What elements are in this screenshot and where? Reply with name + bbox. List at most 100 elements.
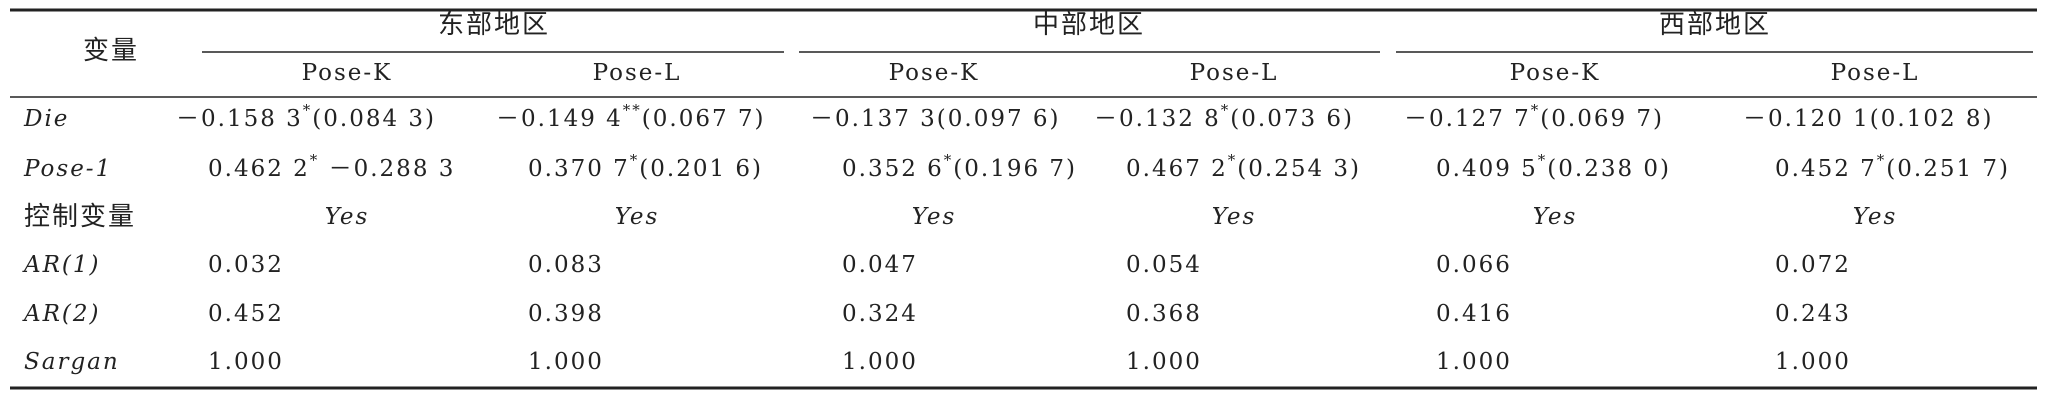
cell-text: －0.137 3(0.097 6) [810,106,1061,132]
significance-mark: * [944,151,954,169]
cell-text: 0.416 [1436,301,1512,327]
cell-text: 0.398 [528,301,604,327]
cell-text: －0.288 3 [319,156,455,182]
cell-text: (0.084 3) [312,106,436,132]
cell-value: 0.032 [208,252,284,278]
cell-value: 1.000 [208,349,284,375]
cell-text: 1.000 [1436,349,1512,375]
cell-text: 1.000 [208,349,284,375]
cell-value: 1.000 [842,349,918,375]
column-header: Pose-L [593,60,682,86]
cell-text: －0.158 3 [176,106,303,132]
cell-text: 0.452 [208,301,284,327]
cell-value: 0.462 2* －0.288 3 [208,151,455,182]
variable-header: 变量 [83,36,139,66]
cell-text: 1.000 [1126,349,1202,375]
cell-value: －0.120 1(0.102 8) [1743,106,1994,132]
cell-text: 0.083 [528,252,604,278]
cell-text: －0.127 7 [1404,106,1531,132]
cell-value: －0.149 4**(0.067 7) [496,101,766,132]
cell-value: 1.000 [1436,349,1512,375]
cell-text: (0.201 6) [639,156,763,182]
cell-text: (0.254 3) [1237,156,1361,182]
cell-text: Yes [1853,204,1898,230]
cell-value: －0.132 8*(0.073 6) [1094,101,1354,132]
cell-text: 1.000 [842,349,918,375]
significance-mark: * [303,101,313,119]
cell-value: 0.352 6*(0.196 7) [842,151,1077,182]
cell-value: 0.452 [208,301,284,327]
significance-mark: * [630,151,640,169]
cell-value: 0.047 [842,252,918,278]
cell-text: Yes [1533,204,1578,230]
significance-mark: * [1538,151,1548,169]
cell-text: 0.054 [1126,252,1202,278]
cell-text: 0.368 [1126,301,1202,327]
row-label: Pose-1 [23,156,112,182]
cell-text: Yes [912,204,957,230]
cell-value: 1.000 [1775,349,1851,375]
cell-value: 1.000 [528,349,604,375]
cell-value: 0.368 [1126,301,1202,327]
cell-text: 0.243 [1775,301,1851,327]
cell-value: 0.054 [1126,252,1202,278]
cell-text: 0.452 7 [1775,156,1877,182]
group-header: 东部地区 [438,10,550,40]
cell-text: 0.467 2 [1126,156,1228,182]
cell-text: 0.032 [208,252,284,278]
cell-text: －0.120 1(0.102 8) [1743,106,1994,132]
significance-mark: * [1221,101,1231,119]
cell-text: Yes [1212,204,1257,230]
group-header: 西部地区 [1659,10,1771,40]
cell-text: 0.047 [842,252,918,278]
cell-value: 0.243 [1775,301,1851,327]
cell-text: 0.370 7 [528,156,630,182]
cell-value: Yes [912,204,957,230]
cell-text: 0.324 [842,301,918,327]
cell-value: Yes [615,204,660,230]
cell-text: 1.000 [1775,349,1851,375]
cell-value: －0.158 3*(0.084 3) [176,101,436,132]
significance-mark: * [1531,101,1541,119]
cell-text: (0.251 7) [1886,156,2010,182]
cell-text: Yes [325,204,370,230]
cell-text: (0.067 7) [642,106,766,132]
significance-mark: * [1877,151,1887,169]
cell-text: 0.352 6 [842,156,944,182]
cell-text: (0.238 0) [1547,156,1671,182]
row-label: Die [23,106,69,132]
row-label: 控制变量 [24,202,136,232]
cell-value: 0.083 [528,252,604,278]
cell-value: 0.370 7*(0.201 6) [528,151,763,182]
column-header: Pose-K [302,60,393,86]
cell-value: 1.000 [1126,349,1202,375]
significance-mark: * [1228,151,1238,169]
cell-value: Yes [1533,204,1578,230]
cell-text: (0.069 7) [1540,106,1664,132]
cell-text: 0.066 [1436,252,1512,278]
cell-value: 0.452 7*(0.251 7) [1775,151,2010,182]
row-label: AR(1) [22,252,101,278]
cell-value: 0.398 [528,301,604,327]
significance-mark: ** [623,101,642,119]
cell-value: －0.127 7*(0.069 7) [1404,101,1664,132]
cell-text: －0.149 4 [496,106,623,132]
column-header: Pose-K [1510,60,1601,86]
group-header: 中部地区 [1033,10,1145,40]
cell-value: 0.467 2*(0.254 3) [1126,151,1361,182]
column-header: Pose-K [889,60,980,86]
cell-value: －0.137 3(0.097 6) [810,106,1061,132]
column-header: Pose-L [1831,60,1920,86]
cell-value: Yes [325,204,370,230]
cell-value: 0.409 5*(0.238 0) [1436,151,1671,182]
cell-text: (0.073 6) [1230,106,1354,132]
cell-text: 0.462 2 [208,156,310,182]
row-label: AR(2) [22,301,101,327]
cell-value: Yes [1212,204,1257,230]
column-header: Pose-L [1190,60,1279,86]
significance-mark: * [310,151,320,169]
cell-text: 1.000 [528,349,604,375]
cell-value: 0.324 [842,301,918,327]
cell-value: 0.072 [1775,252,1851,278]
